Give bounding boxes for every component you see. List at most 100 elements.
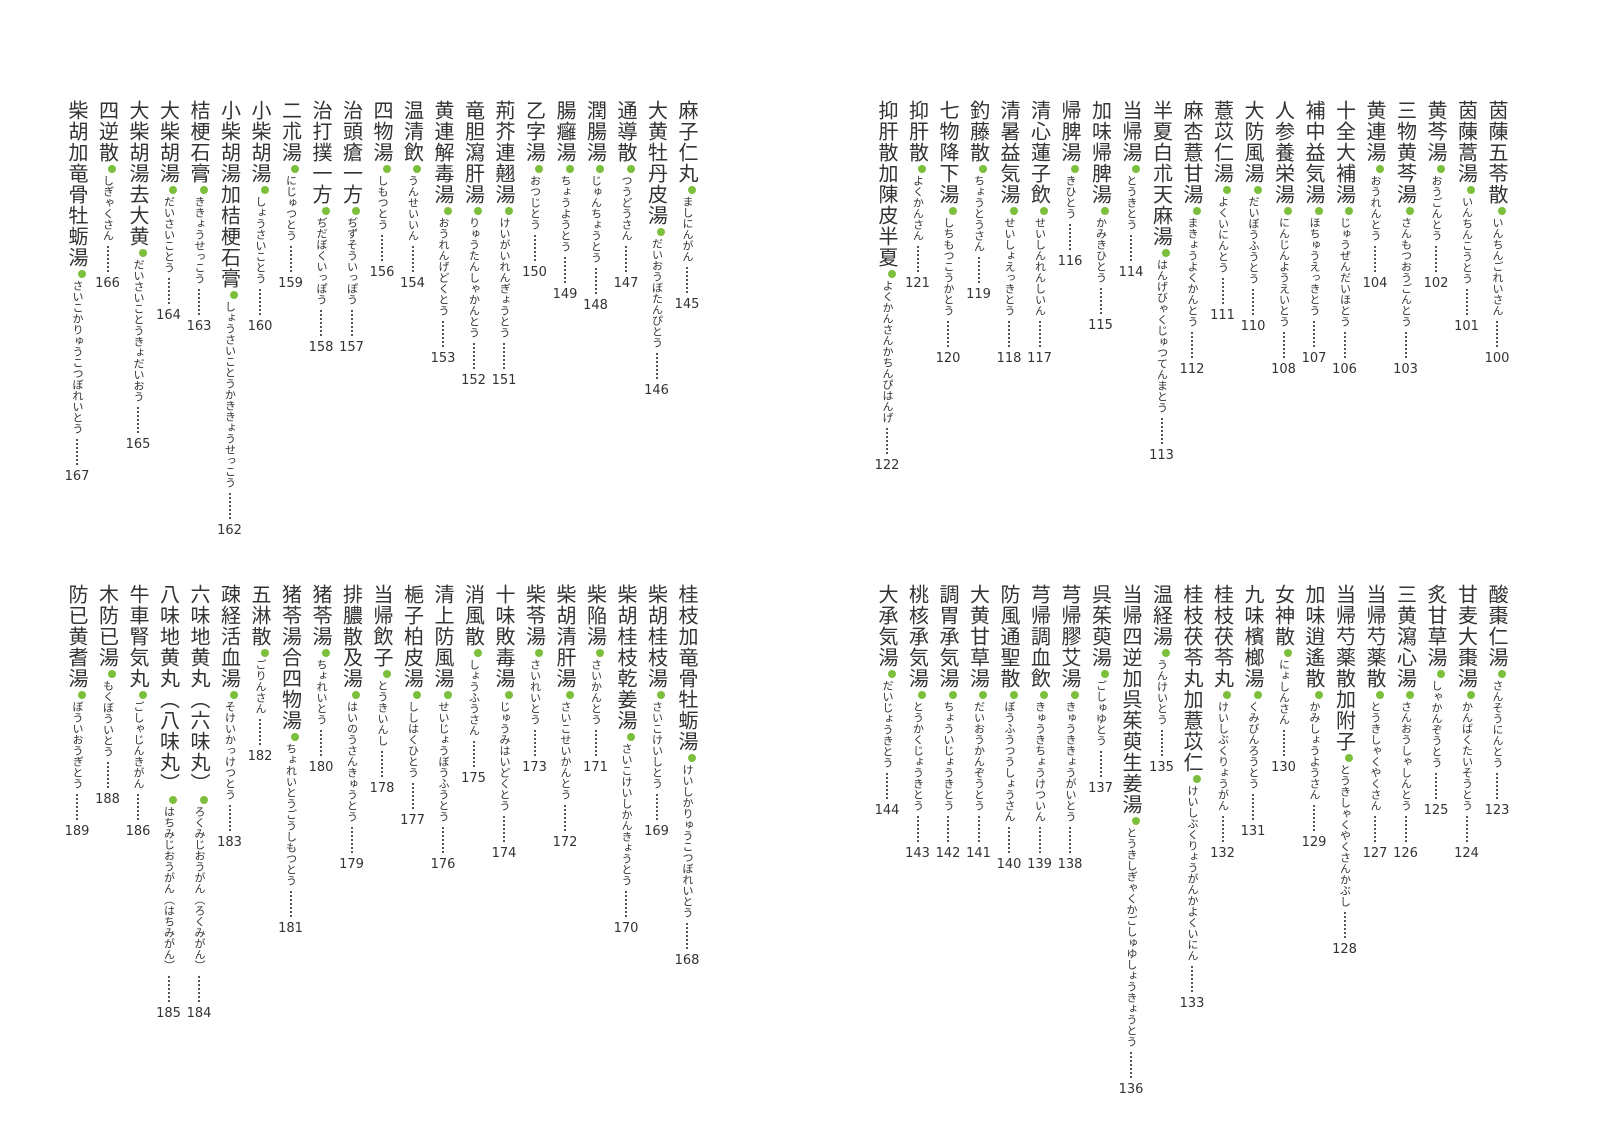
leader [1069, 827, 1071, 853]
formula-name: 五淋散 [248, 584, 272, 647]
page-number: 171 [583, 760, 608, 775]
bullet [504, 691, 513, 699]
leader [411, 783, 414, 809]
bullet [887, 670, 896, 678]
page-number: 106 [1332, 362, 1357, 377]
toc-entry: 茵蔯五苓散いんちんごれいさん 100 [1484, 100, 1510, 367]
leader [1435, 246, 1437, 272]
leader [564, 257, 566, 283]
reading: さんそうにんとう [1491, 680, 1504, 768]
leader [1404, 332, 1407, 358]
leader [76, 794, 78, 820]
leader [259, 289, 261, 315]
page-number: 159 [278, 276, 303, 291]
bullet [948, 207, 957, 215]
formula-name: 加味逍遙散 [1302, 584, 1326, 689]
leader [259, 719, 261, 745]
toc-entry: 人参養栄湯にんじんようえいとう 108 [1271, 100, 1297, 378]
bullet [626, 165, 635, 173]
toc-entry: 柴胡加竜骨牡蛎湯さいこかりゅうこつぼれいとう 167 [64, 100, 90, 485]
toc-entry: 女神散にょしんさん 130 [1271, 584, 1297, 776]
page-number: 138 [1057, 857, 1083, 872]
page-number: 181 [278, 921, 303, 936]
reading: かみきひとう [1094, 217, 1108, 283]
toc-entry: 加味逍遙散かみしょうようさん 129 [1301, 584, 1327, 851]
bullet [504, 207, 513, 215]
page-number: 165 [125, 437, 151, 452]
page-number: 136 [1118, 1082, 1144, 1097]
bullet [1101, 207, 1109, 215]
bullet [1009, 207, 1018, 215]
leader [1160, 730, 1163, 756]
leader [1313, 805, 1315, 831]
formula-name: 黄連湯 [1363, 100, 1387, 163]
page-number: 108 [1271, 362, 1296, 377]
reading: さいこけいしかんきょうとう [620, 743, 633, 886]
toc-entry: 梔子柏皮湯ししはくひとう 177 [400, 584, 426, 829]
toc-entry: 猪苓湯ちょれいとう 180 [308, 584, 334, 776]
bullet [1162, 249, 1170, 257]
page-number: 141 [966, 846, 991, 861]
leader [1374, 246, 1376, 272]
toc-entry: 十味敗毒湯じゅうみはいどくとう 174 [491, 584, 517, 862]
reading: しゃかんぞうとう [1430, 680, 1443, 768]
leader [655, 353, 658, 379]
reading: ろくみじおうがん（ろくみがん） [193, 806, 206, 971]
page-number: 179 [339, 857, 364, 872]
leader [198, 289, 200, 315]
leader [1496, 773, 1498, 799]
leader [137, 407, 139, 433]
leader [442, 827, 444, 853]
reading: つうどうさん [620, 175, 633, 241]
leader [916, 246, 919, 272]
formula-name: 麻子仁丸 [675, 100, 699, 184]
bullet [321, 207, 330, 215]
formula-name: 桂枝茯苓丸 [1210, 584, 1235, 689]
formula-name: 乙字湯 [522, 100, 547, 163]
page-number: 124 [1454, 846, 1479, 861]
leader [1069, 224, 1071, 250]
toc-entry: 桃核承気湯とうかくじょうきとう 143 [905, 584, 931, 862]
leader [472, 343, 475, 369]
leader [655, 794, 658, 820]
page-number: 178 [369, 781, 395, 796]
reading: よくいにんとう [1216, 196, 1230, 273]
reading: にんじんようえいとう [1277, 217, 1291, 327]
reading: ぼういおうぎとう [71, 701, 84, 789]
reading: ぢだぼくいっぽう [315, 217, 328, 305]
bullet [1223, 691, 1231, 699]
formula-name: 黄芩湯 [1424, 100, 1448, 163]
formula-name: 九味檳榔湯 [1241, 584, 1265, 689]
bullet [1467, 691, 1475, 699]
page-number: 189 [64, 824, 90, 839]
leader [533, 730, 536, 756]
leader [381, 751, 383, 777]
reading: まきょうよくかんとう [1186, 217, 1199, 327]
reading: とうきしゃくやくさん [1369, 701, 1382, 811]
toc-entry: 柴陥湯さいかんとう 171 [583, 584, 609, 776]
toc-entry: 三物黄芩湯さんもつおうごんとう 103 [1393, 100, 1419, 378]
formula-name: 抑肝散加陳皮半夏 [875, 100, 899, 268]
toc-entry: 通導散つうどうさん 147 [613, 100, 639, 292]
formula-name: 柴胡桂枝湯 [644, 584, 669, 689]
bullet [382, 165, 391, 173]
formula-name: 小柴胡湯 [248, 100, 272, 184]
toc-entry: 乙字湯おつじとう 150 [522, 100, 548, 281]
page-number: 143 [905, 846, 930, 861]
formula-name: 小柴胡湯加桔梗石膏 [217, 100, 242, 289]
reading: そけいかっけつとう [223, 701, 237, 800]
page-number: 107 [1301, 351, 1327, 366]
bullet [352, 207, 360, 215]
page-number: 131 [1240, 824, 1266, 839]
reading: しもつとう [376, 175, 389, 230]
formula-name: 木防已湯 [95, 584, 120, 668]
formula-name: 三黄瀉心湯 [1393, 584, 1418, 689]
page-number: 158 [308, 340, 334, 355]
formula-name: 防風通聖散 [997, 584, 1021, 689]
leader [106, 246, 109, 272]
formula-name: 大柴胡湯 [156, 100, 181, 184]
bullet [626, 733, 635, 741]
formula-name: 三物黄芩湯 [1393, 100, 1418, 205]
page-number: 153 [430, 351, 456, 366]
formula-name: 柴胡加竜骨牡蛎湯 [65, 100, 89, 268]
